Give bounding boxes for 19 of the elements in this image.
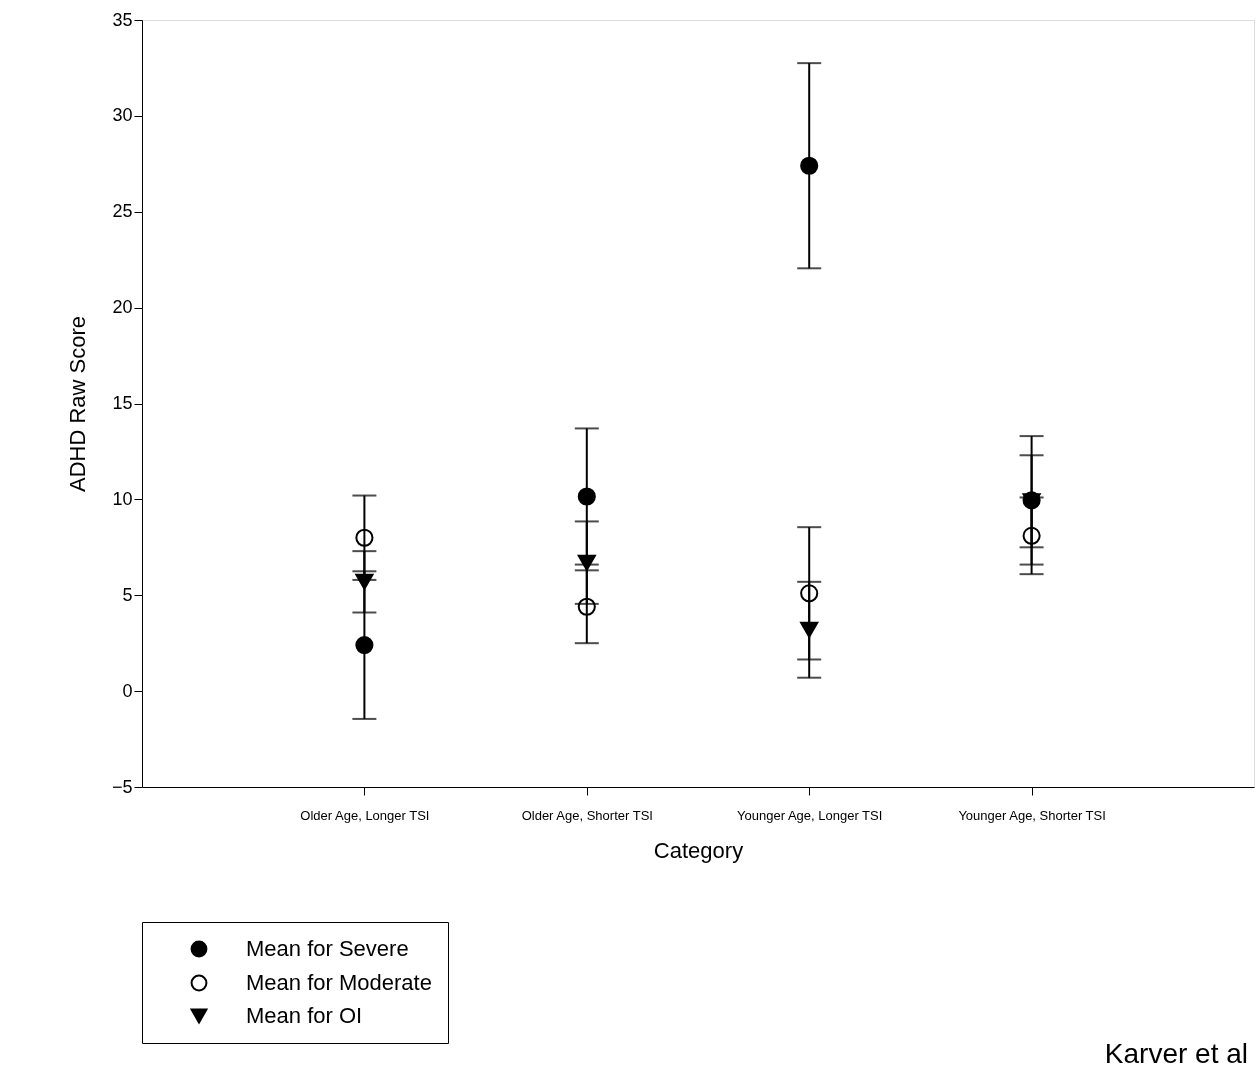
y-tick-label: 10	[112, 488, 133, 509]
legend-label: Mean for OI	[246, 1003, 363, 1028]
y-axis-title: ADHD Raw Score	[64, 315, 90, 493]
x-tick-label: Younger Age, Longer TSI	[737, 807, 883, 823]
y-tick-label: 20	[112, 297, 133, 318]
y-tick-label: 30	[112, 105, 133, 126]
legend-label: Mean for Severe	[246, 936, 409, 961]
x-tick-label: Older Age, Shorter TSI	[521, 807, 653, 823]
x-tick-label: Older Age, Longer TSI	[300, 807, 430, 823]
x-tick-label: Younger Age, Shorter TSI	[958, 807, 1106, 823]
text: Karver et al	[1104, 1038, 1248, 1069]
x-axis-title: Category	[653, 837, 744, 863]
y-tick-label: 15	[112, 393, 133, 413]
y-tick-label: 5	[122, 584, 133, 605]
y-tick-label: −5	[111, 776, 133, 797]
y-tick-label: 0	[122, 680, 133, 701]
legend-label: Mean for Moderate	[246, 970, 432, 995]
y-tick-label: 25	[112, 201, 133, 222]
y-tick-label: 35	[112, 9, 133, 30]
